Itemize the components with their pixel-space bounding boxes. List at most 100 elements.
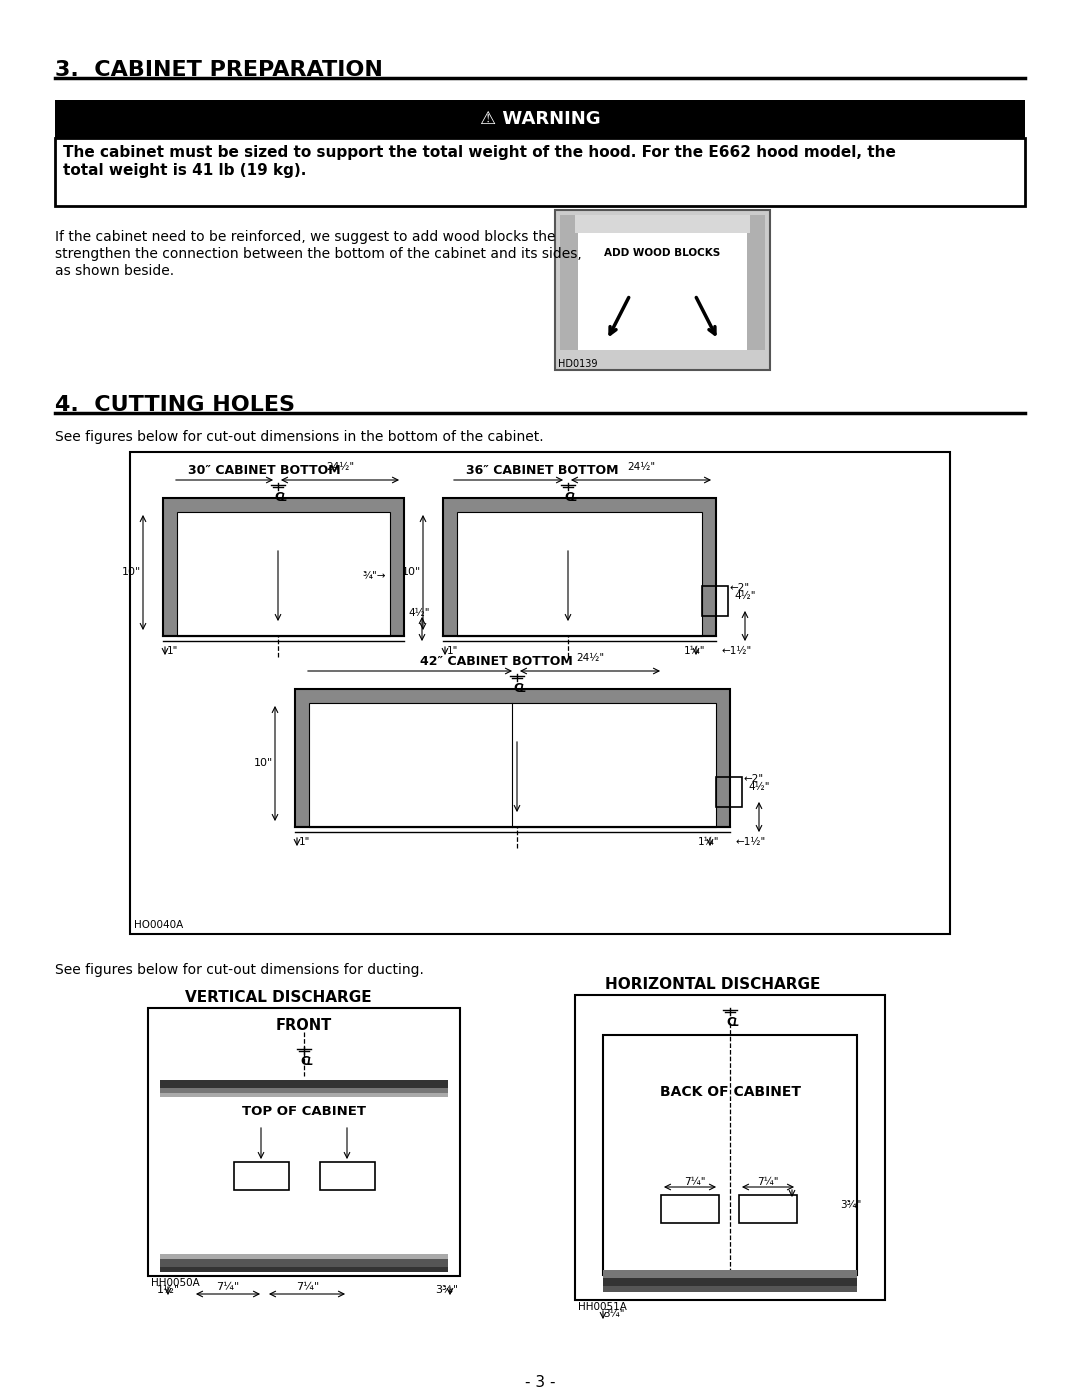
Bar — [443, 497, 716, 636]
Text: ⚠ WARNING: ⚠ WARNING — [480, 110, 600, 129]
Bar — [575, 995, 885, 1301]
Bar — [443, 497, 716, 511]
Bar — [160, 1255, 448, 1259]
Bar — [603, 1035, 858, 1275]
Text: HO0040A: HO0040A — [134, 921, 184, 930]
Bar — [702, 585, 728, 616]
Bar — [457, 511, 702, 636]
Text: - 3 -: - 3 - — [525, 1375, 555, 1390]
Text: If the cabinet need to be reinforced, we suggest to add wood blocks the: If the cabinet need to be reinforced, we… — [55, 231, 555, 244]
Bar — [160, 1088, 448, 1092]
Bar — [603, 1287, 858, 1292]
Text: C: C — [513, 682, 522, 694]
Text: 3¾": 3¾" — [435, 1285, 458, 1295]
Bar — [163, 497, 404, 636]
Text: 7¼": 7¼" — [685, 1178, 705, 1187]
Bar — [716, 689, 730, 827]
Bar — [443, 497, 457, 636]
Bar — [160, 1267, 448, 1273]
Text: C: C — [564, 490, 573, 504]
Text: 4.  CUTTING HOLES: 4. CUTTING HOLES — [55, 395, 295, 415]
Text: TOP OF CABINET: TOP OF CABINET — [242, 1105, 366, 1118]
Text: ¾"→: ¾"→ — [362, 570, 386, 580]
Text: 4½": 4½" — [408, 608, 430, 617]
Text: 1½": 1½" — [157, 1285, 179, 1295]
Bar — [160, 1080, 448, 1088]
Bar — [561, 215, 578, 351]
Text: 4½": 4½" — [748, 782, 769, 792]
Text: See figures below for cut-out dimensions for ducting.: See figures below for cut-out dimensions… — [55, 963, 423, 977]
Text: total weight is 41 lb (19 kg).: total weight is 41 lb (19 kg). — [63, 163, 307, 177]
Text: ←2": ←2" — [730, 583, 751, 592]
Text: ←1½": ←1½" — [735, 837, 766, 847]
Bar — [160, 1092, 448, 1097]
Text: L: L — [571, 493, 577, 503]
Text: 7¼": 7¼" — [216, 1282, 240, 1292]
Text: 10": 10" — [254, 759, 273, 768]
Bar — [130, 453, 950, 935]
Bar — [603, 1278, 858, 1287]
Bar — [295, 689, 730, 703]
Bar — [160, 1259, 448, 1267]
Bar — [457, 511, 702, 636]
Bar — [177, 511, 390, 636]
Text: ←1½": ←1½" — [721, 645, 752, 657]
Bar — [163, 497, 177, 636]
Bar — [575, 215, 750, 233]
Text: 24½": 24½" — [326, 462, 354, 472]
Bar — [739, 1194, 797, 1222]
Text: 1¼": 1¼" — [684, 645, 705, 657]
Text: The cabinet must be sized to support the total weight of the hood. For the E662 : The cabinet must be sized to support the… — [63, 145, 896, 161]
Bar — [747, 215, 765, 351]
Text: 7¼": 7¼" — [757, 1178, 779, 1187]
Bar — [555, 210, 770, 370]
Text: 3¼": 3¼" — [603, 1309, 624, 1319]
Bar — [177, 511, 390, 636]
Text: 30″ CABINET BOTTOM: 30″ CABINET BOTTOM — [188, 464, 340, 476]
Text: strengthen the connection between the bottom of the cabinet and its sides,: strengthen the connection between the bo… — [55, 247, 582, 261]
Text: 1": 1" — [167, 645, 178, 657]
Text: L: L — [307, 1058, 313, 1067]
Bar — [55, 101, 1025, 138]
Text: 10": 10" — [402, 567, 421, 577]
Text: FRONT: FRONT — [275, 1018, 333, 1032]
Text: 24½": 24½" — [576, 652, 604, 664]
Text: 3¾": 3¾" — [840, 1200, 862, 1210]
Text: HORIZONTAL DISCHARGE: HORIZONTAL DISCHARGE — [605, 977, 821, 992]
Bar — [575, 219, 750, 351]
Bar — [661, 1194, 719, 1222]
Text: 4½": 4½" — [734, 591, 756, 601]
Text: C: C — [300, 1055, 309, 1067]
Text: HH0051A: HH0051A — [578, 1302, 626, 1312]
Bar — [163, 497, 404, 511]
Text: L: L — [519, 685, 526, 694]
Bar — [148, 1009, 460, 1275]
Text: See figures below for cut-out dimensions in the bottom of the cabinet.: See figures below for cut-out dimensions… — [55, 430, 543, 444]
Text: 10": 10" — [122, 567, 141, 577]
Text: 42″ CABINET BOTTOM: 42″ CABINET BOTTOM — [420, 655, 572, 668]
Bar — [55, 138, 1025, 205]
Text: VERTICAL DISCHARGE: VERTICAL DISCHARGE — [185, 990, 372, 1004]
Text: C: C — [726, 1016, 735, 1030]
Text: HH0050A: HH0050A — [151, 1278, 200, 1288]
Text: 1¼": 1¼" — [698, 837, 719, 847]
Bar — [716, 777, 742, 807]
Bar — [295, 689, 730, 827]
Text: 7¼": 7¼" — [296, 1282, 320, 1292]
Bar — [234, 1162, 289, 1190]
Text: 3.  CABINET PREPARATION: 3. CABINET PREPARATION — [55, 60, 383, 80]
Bar — [309, 703, 716, 827]
Text: C: C — [274, 490, 283, 504]
Bar — [320, 1162, 375, 1190]
Text: BACK OF CABINET: BACK OF CABINET — [660, 1085, 800, 1099]
Text: L: L — [281, 493, 287, 503]
Text: ←2": ←2" — [744, 774, 765, 784]
Bar — [309, 703, 716, 827]
Text: HD0139: HD0139 — [558, 359, 597, 369]
Bar — [295, 689, 309, 827]
Text: ADD WOOD BLOCKS: ADD WOOD BLOCKS — [604, 249, 720, 258]
Text: L: L — [733, 1018, 739, 1028]
Text: 24½": 24½" — [626, 462, 656, 472]
Text: 1": 1" — [447, 645, 458, 657]
Bar — [390, 497, 404, 636]
